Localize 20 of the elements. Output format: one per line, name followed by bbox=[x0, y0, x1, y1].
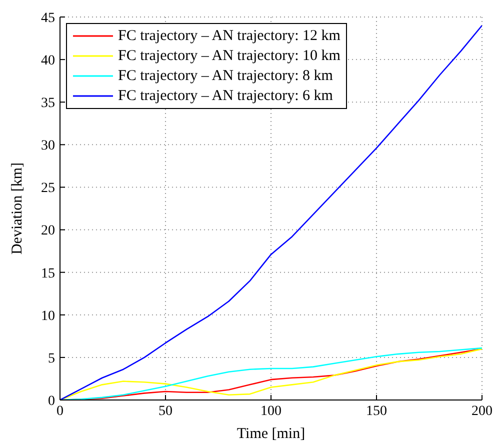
y-tick-label: 40 bbox=[41, 54, 55, 69]
legend-label: FC trajectory – AN trajectory: 12 km bbox=[118, 27, 340, 46]
legend-label: FC trajectory – AN trajectory: 6 km bbox=[118, 87, 333, 106]
x-tick-label: 50 bbox=[158, 404, 172, 419]
y-tick-label: 10 bbox=[41, 308, 55, 324]
y-tick-label: 35 bbox=[41, 96, 55, 112]
y-tick-label: 5 bbox=[48, 351, 55, 366]
x-axis-title: Time [min] bbox=[236, 426, 306, 442]
y-tick-label: 45 bbox=[41, 10, 55, 26]
x-tick-label: 100 bbox=[260, 404, 282, 419]
y-tick-label: 20 bbox=[41, 224, 55, 239]
y-tick-label: 15 bbox=[41, 266, 55, 282]
y-tick-label: 30 bbox=[41, 138, 55, 154]
legend-label: FC trajectory – AN trajectory: 10 km bbox=[118, 47, 340, 66]
x-tick-label: 150 bbox=[366, 404, 387, 419]
y-axis-title: Deviation [km] bbox=[9, 162, 26, 255]
y-tick-label: 0 bbox=[48, 394, 55, 409]
x-tick-label: 200 bbox=[472, 404, 492, 419]
y-tick-label: 25 bbox=[41, 181, 55, 196]
legend-label: FC trajectory – AN trajectory: 8 km bbox=[118, 67, 333, 86]
